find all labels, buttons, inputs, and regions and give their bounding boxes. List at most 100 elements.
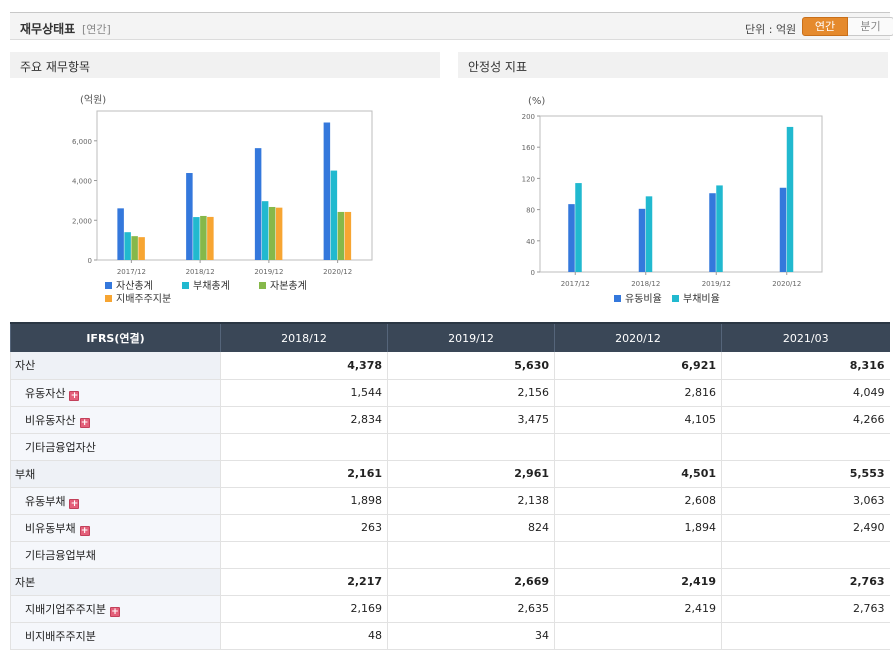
value-cell: 2,419 xyxy=(554,595,722,623)
table-row: 기타금융업부채 xyxy=(10,541,890,569)
y-tick-label: 160 xyxy=(522,144,535,152)
value-cell: 2,156 xyxy=(387,379,555,407)
bar-부채총계 xyxy=(330,170,338,260)
x-tick-label: 2018/12 xyxy=(186,268,215,276)
bar-부채총계 xyxy=(124,232,131,260)
legend-swatch xyxy=(105,282,112,289)
row-label: 기타금융업부채 xyxy=(10,541,221,569)
y-tick-label: 40 xyxy=(526,238,535,246)
value-cell: 8,316 xyxy=(721,352,890,380)
table-row: 비유동부채 +263 824 1,894 2,490 xyxy=(10,514,890,542)
bar-자산총계 xyxy=(117,208,124,260)
row-label-text: 부채 xyxy=(15,467,36,481)
value-cell xyxy=(220,433,388,461)
y-unit-label: (%) xyxy=(528,96,545,107)
bar-부채비율 xyxy=(645,196,653,272)
toggle-annual-button[interactable]: 연간 xyxy=(802,17,848,36)
legend-swatch xyxy=(614,295,621,302)
x-tick-label: 2019/12 xyxy=(702,280,731,288)
row-label: 비유동자산 + xyxy=(10,406,221,434)
row-label: 비지배주주지분 xyxy=(10,622,221,650)
unit-label: 단위 : 억원 xyxy=(745,23,797,36)
value-cell: 5,553 xyxy=(721,460,890,488)
value-cell: 3,063 xyxy=(721,487,890,515)
table-row: 유동자산 +1,544 2,156 2,816 4,049 xyxy=(10,379,890,407)
value-cell xyxy=(721,433,890,461)
expand-plus-icon[interactable]: + xyxy=(69,390,80,401)
period-header: 2019/12 xyxy=(387,322,555,352)
legend-swatch xyxy=(105,295,112,302)
y-unit-label: (억원) xyxy=(80,94,106,106)
x-tick-label: 2019/12 xyxy=(254,268,283,276)
legend-label: 자산총계 xyxy=(116,280,153,292)
bar-부채비율 xyxy=(716,185,723,272)
value-cell: 2,169 xyxy=(220,595,388,623)
balance-sheet-table: IFRS(연결) 2018/12 2019/12 2020/12 2021/03… xyxy=(10,322,890,650)
value-cell: 2,834 xyxy=(220,406,388,434)
bar-지배주주지분 xyxy=(344,211,352,260)
period-header: 2018/12 xyxy=(220,322,388,352)
row-label: 자산 xyxy=(10,352,221,380)
bar-자본총계 xyxy=(200,215,207,260)
x-tick-label: 2020/12 xyxy=(323,268,352,276)
bar-유동비율 xyxy=(779,187,787,272)
value-cell xyxy=(721,622,890,650)
expand-plus-icon[interactable]: + xyxy=(79,417,90,428)
x-tick-label: 2017/12 xyxy=(117,268,146,276)
value-cell xyxy=(554,433,722,461)
value-cell: 48 xyxy=(220,622,388,650)
chart-panel-title: 주요 재무항목 xyxy=(20,60,91,74)
legend-label: 자본총계 xyxy=(270,280,307,292)
stability-indicators-chart: (%) 0 40 80 120 160 200 2017/12 2018/12 2019/12 20… xyxy=(522,96,823,305)
value-cell: 5,630 xyxy=(387,352,555,380)
value-cell: 2,217 xyxy=(220,568,388,596)
table-row: 비지배주주지분 48 34 xyxy=(10,622,890,650)
bar-부채총계 xyxy=(261,201,269,260)
statement-header: 재무상태표 [연간] 단위 : 억원 연간 분기 xyxy=(10,12,893,40)
period-toggle: 연간 분기 xyxy=(802,17,893,36)
row-label-text: 자산 xyxy=(15,359,36,373)
row-label-text: 비유동부채 xyxy=(25,521,76,535)
value-cell xyxy=(554,622,722,650)
row-label-text: 비유동자산 xyxy=(25,413,76,427)
value-cell: 1,894 xyxy=(554,514,722,542)
toggle-quarter-button[interactable]: 분기 xyxy=(848,17,893,36)
period-header: 2021/03 xyxy=(721,322,890,352)
value-cell: 34 xyxy=(387,622,555,650)
value-cell: 6,921 xyxy=(554,352,722,380)
value-cell: 2,635 xyxy=(387,595,555,623)
row-label: 부채 xyxy=(10,460,221,488)
row-label-text: 지배기업주주지분 xyxy=(25,602,106,616)
row-label: 유동부채 + xyxy=(10,487,221,515)
value-cell: 2,961 xyxy=(387,460,555,488)
value-cell: 2,669 xyxy=(387,568,555,596)
row-label: 자본 xyxy=(10,568,221,596)
table-row: 자산 4,378 5,630 6,921 8,316 xyxy=(10,352,890,380)
bar-지배주주지분 xyxy=(275,207,283,260)
y-tick-label: 120 xyxy=(522,175,535,183)
value-cell: 263 xyxy=(220,514,388,542)
bar-부채비율 xyxy=(786,126,794,272)
bar-자산총계 xyxy=(323,122,331,260)
bar-유동비율 xyxy=(638,208,646,272)
row-label-text: 자본 xyxy=(15,575,36,589)
bar-자본총계 xyxy=(131,236,138,260)
bar-자산총계 xyxy=(186,173,193,260)
bar-자산총계 xyxy=(254,148,262,260)
value-cell: 2,608 xyxy=(554,487,722,515)
x-tick-label: 2020/12 xyxy=(772,280,801,288)
value-cell: 4,378 xyxy=(220,352,388,380)
expand-plus-icon[interactable]: + xyxy=(69,498,80,509)
bar-유동비율 xyxy=(568,204,575,272)
row-label: 비유동부채 + xyxy=(10,514,221,542)
table-corner-header: IFRS(연결) xyxy=(10,322,221,352)
chart-panel-title: 안정성 지표 xyxy=(468,60,528,74)
value-cell: 4,105 xyxy=(554,406,722,434)
bar-지배주주지분 xyxy=(207,216,214,260)
expand-plus-icon[interactable]: + xyxy=(79,525,90,536)
legend-swatch xyxy=(672,295,679,302)
value-cell xyxy=(387,433,555,461)
legend-label: 부채비율 xyxy=(683,293,720,305)
table-row: 유동부채 +1,898 2,138 2,608 3,063 xyxy=(10,487,890,515)
expand-plus-icon[interactable]: + xyxy=(109,606,120,617)
